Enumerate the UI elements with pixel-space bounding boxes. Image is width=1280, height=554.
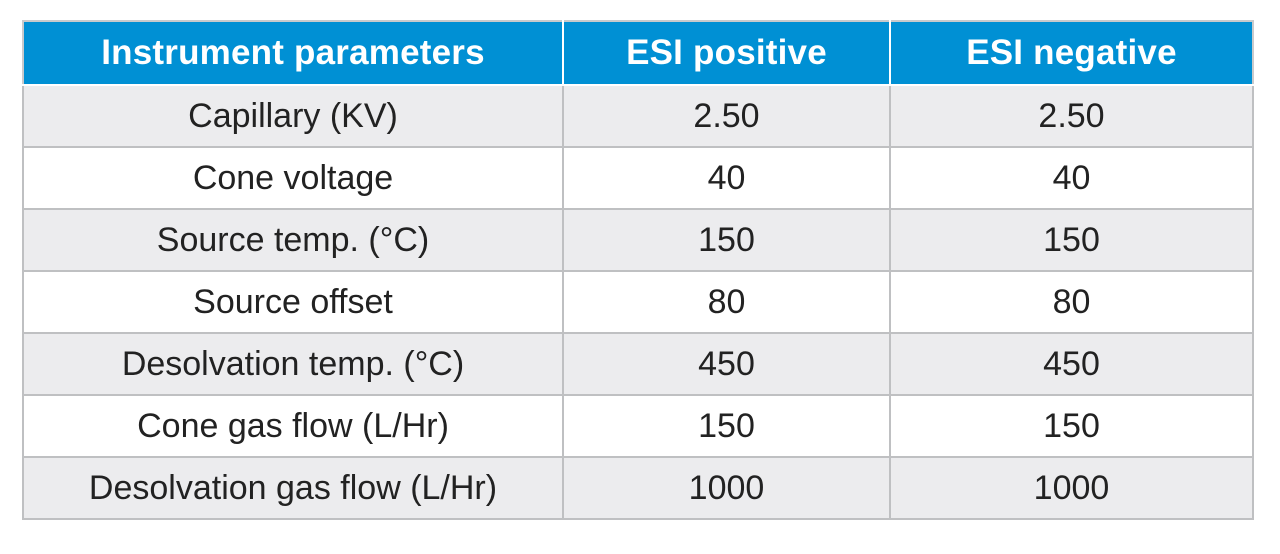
esi-positive-cell: 2.50 [562, 84, 891, 148]
table-row: Source temp. (°C) 150 150 [22, 208, 1254, 272]
table-row: Cone voltage 40 40 [22, 146, 1254, 210]
table-row: Desolvation temp. (°C) 450 450 [22, 332, 1254, 396]
parameters-table-container: Instrument parameters ESI positive ESI n… [22, 20, 1254, 520]
parameter-name-cell: Capillary (KV) [22, 84, 564, 148]
table-row: Capillary (KV) 2.50 2.50 [22, 84, 1254, 148]
esi-positive-cell: 150 [562, 208, 891, 272]
header-esi-positive: ESI positive [562, 20, 891, 86]
parameter-name-cell: Cone gas flow (L/Hr) [22, 394, 564, 458]
table-row: Desolvation gas flow (L/Hr) 1000 1000 [22, 456, 1254, 520]
table-row: Source offset 80 80 [22, 270, 1254, 334]
esi-negative-cell: 2.50 [889, 84, 1254, 148]
esi-positive-cell: 150 [562, 394, 891, 458]
header-esi-negative: ESI negative [889, 20, 1254, 86]
parameter-name-cell: Source offset [22, 270, 564, 334]
esi-positive-cell: 80 [562, 270, 891, 334]
table-row: Cone gas flow (L/Hr) 150 150 [22, 394, 1254, 458]
parameter-name-cell: Source temp. (°C) [22, 208, 564, 272]
esi-positive-cell: 1000 [562, 456, 891, 520]
header-instrument-parameters: Instrument parameters [22, 20, 564, 86]
parameter-name-cell: Desolvation gas flow (L/Hr) [22, 456, 564, 520]
table-body: Capillary (KV) 2.50 2.50 Cone voltage 40… [22, 84, 1254, 520]
esi-negative-cell: 80 [889, 270, 1254, 334]
esi-positive-cell: 40 [562, 146, 891, 210]
esi-negative-cell: 150 [889, 394, 1254, 458]
parameter-name-cell: Desolvation temp. (°C) [22, 332, 564, 396]
instrument-parameters-table: Instrument parameters ESI positive ESI n… [22, 20, 1254, 520]
esi-negative-cell: 450 [889, 332, 1254, 396]
table-header: Instrument parameters ESI positive ESI n… [22, 20, 1254, 86]
esi-positive-cell: 450 [562, 332, 891, 396]
parameter-name-cell: Cone voltage [22, 146, 564, 210]
esi-negative-cell: 40 [889, 146, 1254, 210]
esi-negative-cell: 1000 [889, 456, 1254, 520]
header-row: Instrument parameters ESI positive ESI n… [22, 20, 1254, 86]
esi-negative-cell: 150 [889, 208, 1254, 272]
